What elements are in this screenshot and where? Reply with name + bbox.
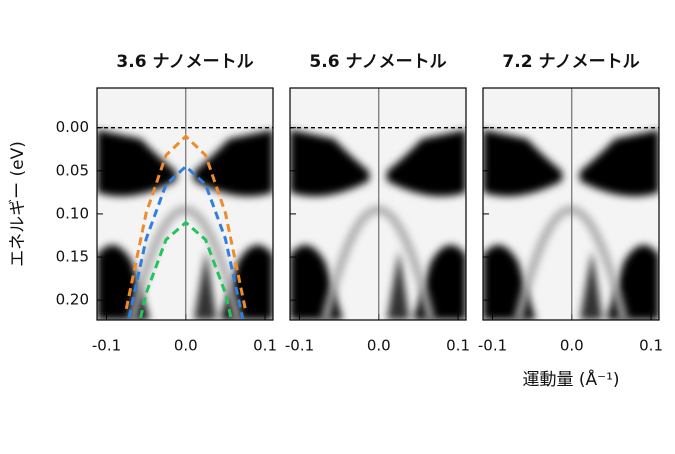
panel: -0.1 0.0 0.1 5.6 ナノメートル [285,52,470,355]
intensity-map [483,88,659,320]
dark-region [193,250,217,320]
y-tick-label: 0.05 [56,161,89,179]
x-tick-label: -0.1 [285,337,314,355]
fit-curve [124,134,247,310]
dark-region [386,129,466,197]
band [128,206,242,320]
band [514,206,628,320]
y-tick-label: 0.00 [56,118,89,136]
y-tick-label: 0.10 [56,204,89,222]
band [321,206,435,320]
plot-frame [482,87,660,321]
panel-title: 5.6 ナノメートル [309,52,446,72]
x-tick-label: 0.0 [367,337,391,355]
x-axis-label: 運動量 (Å⁻¹) [522,368,619,390]
y-tick-label: 0.20 [56,291,89,309]
dark-region [579,129,659,197]
panel: 0.00 0.05 0.10 0.15 0.20 -0.1 0.0 0.1 3.6 ナノメートル… [8,52,277,355]
intensity-map [97,88,273,320]
dark-region [483,129,563,197]
x-tick-label: 0.0 [560,337,584,355]
fit-curve [127,164,245,320]
y-axis-label: エネルギー (eV) [8,141,28,267]
x-tick-label: 0.1 [253,337,277,355]
plot-frame [289,87,467,321]
x-tick-label: 0.1 [639,337,663,355]
panel-title: 3.6 ナノメートル [116,52,253,72]
y-tick-label: 0.15 [56,248,89,266]
fit-curve [138,220,233,320]
dark-region [579,250,603,320]
plot-frame [96,87,274,321]
dark-region [290,129,370,197]
x-tick-label: -0.1 [478,337,507,355]
x-tick-label: 0.1 [446,337,470,355]
x-tick-label: -0.1 [92,337,121,355]
x-tick-label: 0.0 [174,337,198,355]
panel-title: 7.2 ナノメートル [502,52,639,72]
intensity-map [290,88,466,320]
dark-region [386,250,410,320]
